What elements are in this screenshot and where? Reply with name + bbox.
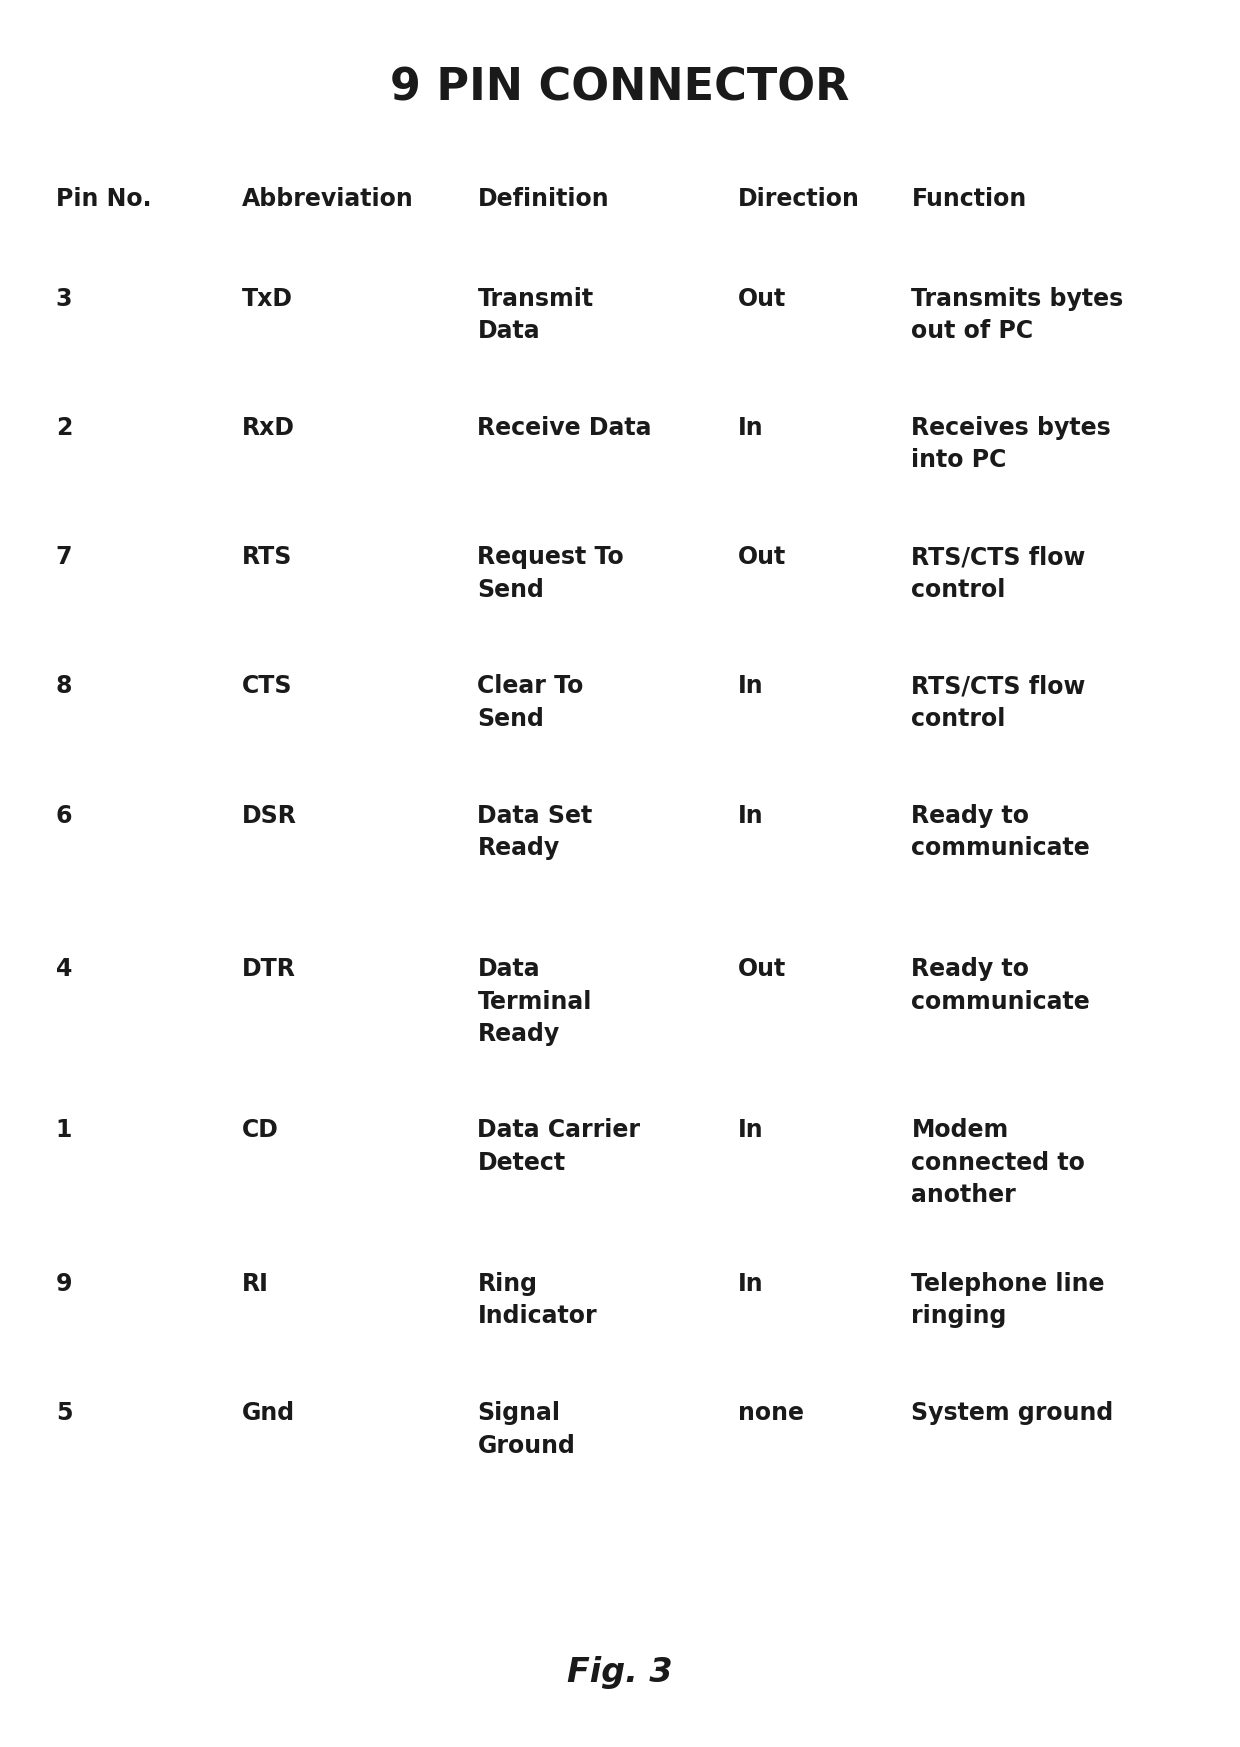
Text: RTS/CTS flow
control: RTS/CTS flow control: [911, 674, 1086, 730]
Text: Ready to
communicate: Ready to communicate: [911, 957, 1090, 1013]
Text: In: In: [738, 674, 764, 699]
Text: none: none: [738, 1401, 804, 1426]
Text: Abbreviation: Abbreviation: [242, 187, 414, 211]
Text: Definition: Definition: [477, 187, 609, 211]
Text: Out: Out: [738, 545, 786, 570]
Text: 7: 7: [56, 545, 72, 570]
Text: In: In: [738, 1118, 764, 1143]
Text: CTS: CTS: [242, 674, 293, 699]
Text: Request To
Send: Request To Send: [477, 545, 624, 601]
Text: RxD: RxD: [242, 416, 295, 440]
Text: Data
Terminal
Ready: Data Terminal Ready: [477, 957, 591, 1046]
Text: Clear To
Send: Clear To Send: [477, 674, 584, 730]
Text: Function: Function: [911, 187, 1027, 211]
Text: System ground: System ground: [911, 1401, 1114, 1426]
Text: In: In: [738, 804, 764, 828]
Text: 3: 3: [56, 287, 72, 311]
Text: Data Set
Ready: Data Set Ready: [477, 804, 593, 860]
Text: 6: 6: [56, 804, 72, 828]
Text: In: In: [738, 416, 764, 440]
Text: RTS/CTS flow
control: RTS/CTS flow control: [911, 545, 1086, 601]
Text: Signal
Ground: Signal Ground: [477, 1401, 575, 1457]
Text: Transmits bytes
out of PC: Transmits bytes out of PC: [911, 287, 1123, 342]
Text: RTS: RTS: [242, 545, 293, 570]
Text: 5: 5: [56, 1401, 72, 1426]
Text: Transmit
Data: Transmit Data: [477, 287, 594, 342]
Text: Out: Out: [738, 287, 786, 311]
Text: Pin No.: Pin No.: [56, 187, 151, 211]
Text: 9 PIN CONNECTOR: 9 PIN CONNECTOR: [391, 66, 849, 110]
Text: TxD: TxD: [242, 287, 293, 311]
Text: Modem
connected to
another: Modem connected to another: [911, 1118, 1085, 1207]
Text: CD: CD: [242, 1118, 279, 1143]
Text: 8: 8: [56, 674, 72, 699]
Text: Ring
Indicator: Ring Indicator: [477, 1272, 596, 1328]
Text: Telephone line
ringing: Telephone line ringing: [911, 1272, 1105, 1328]
Text: 9: 9: [56, 1272, 72, 1296]
Text: 2: 2: [56, 416, 72, 440]
Text: Direction: Direction: [738, 187, 859, 211]
Text: Fig. 3: Fig. 3: [567, 1656, 673, 1689]
Text: Out: Out: [738, 957, 786, 982]
Text: 4: 4: [56, 957, 72, 982]
Text: DTR: DTR: [242, 957, 295, 982]
Text: Receives bytes
into PC: Receives bytes into PC: [911, 416, 1111, 472]
Text: DSR: DSR: [242, 804, 296, 828]
Text: Receive Data: Receive Data: [477, 416, 652, 440]
Text: Gnd: Gnd: [242, 1401, 295, 1426]
Text: Data Carrier
Detect: Data Carrier Detect: [477, 1118, 640, 1174]
Text: In: In: [738, 1272, 764, 1296]
Text: 1: 1: [56, 1118, 72, 1143]
Text: RI: RI: [242, 1272, 269, 1296]
Text: Ready to
communicate: Ready to communicate: [911, 804, 1090, 860]
